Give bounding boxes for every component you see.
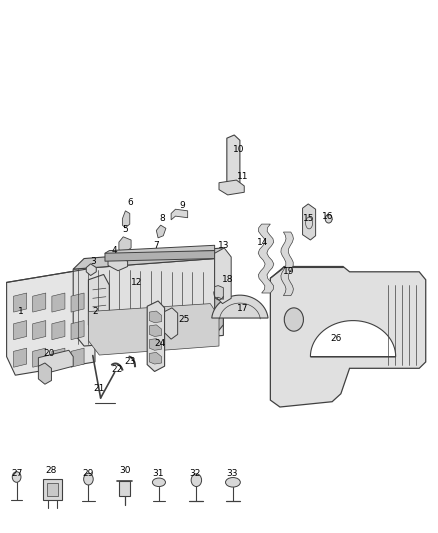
Polygon shape <box>311 321 396 357</box>
Polygon shape <box>270 266 426 407</box>
Polygon shape <box>147 301 165 372</box>
Polygon shape <box>73 248 223 269</box>
Polygon shape <box>105 245 215 256</box>
Polygon shape <box>7 269 95 375</box>
Text: 1: 1 <box>18 307 24 316</box>
Text: 33: 33 <box>226 469 238 478</box>
Polygon shape <box>119 237 131 253</box>
Polygon shape <box>215 248 231 304</box>
Polygon shape <box>73 259 223 346</box>
Polygon shape <box>33 293 46 312</box>
Text: 26: 26 <box>331 334 342 343</box>
Polygon shape <box>71 348 84 367</box>
Polygon shape <box>149 325 162 336</box>
Text: 2: 2 <box>92 307 98 316</box>
Polygon shape <box>122 211 130 228</box>
Polygon shape <box>33 348 46 367</box>
Polygon shape <box>71 293 84 312</box>
Text: 6: 6 <box>127 198 133 207</box>
Text: 24: 24 <box>155 339 166 348</box>
Text: 30: 30 <box>120 466 131 475</box>
Polygon shape <box>171 209 187 220</box>
Text: 12: 12 <box>131 278 142 287</box>
Polygon shape <box>149 338 162 350</box>
Bar <box>47 483 58 496</box>
Polygon shape <box>165 308 178 339</box>
Bar <box>43 479 62 500</box>
Ellipse shape <box>226 478 240 487</box>
Text: 18: 18 <box>222 275 233 284</box>
Polygon shape <box>52 320 65 340</box>
Text: 4: 4 <box>112 246 117 255</box>
Circle shape <box>325 215 332 223</box>
Polygon shape <box>212 295 268 318</box>
Text: 23: 23 <box>124 358 135 367</box>
Text: 8: 8 <box>159 214 165 223</box>
Text: 3: 3 <box>90 257 95 265</box>
Polygon shape <box>86 264 96 276</box>
Polygon shape <box>14 348 27 367</box>
Text: 22: 22 <box>111 366 122 374</box>
Polygon shape <box>71 320 84 340</box>
Text: 5: 5 <box>123 225 128 234</box>
Text: 15: 15 <box>303 214 314 223</box>
Polygon shape <box>219 180 244 195</box>
Polygon shape <box>156 225 166 238</box>
Circle shape <box>284 308 304 331</box>
Text: 20: 20 <box>43 350 55 359</box>
Polygon shape <box>215 259 223 335</box>
Polygon shape <box>14 293 27 312</box>
Circle shape <box>84 473 93 485</box>
Polygon shape <box>39 363 51 384</box>
Polygon shape <box>39 350 73 374</box>
Text: 10: 10 <box>233 146 244 155</box>
Polygon shape <box>52 293 65 312</box>
Polygon shape <box>215 286 223 300</box>
Polygon shape <box>281 232 293 296</box>
Text: 28: 28 <box>46 466 57 475</box>
Text: 14: 14 <box>257 238 268 247</box>
Text: 13: 13 <box>218 241 229 250</box>
Polygon shape <box>52 348 65 367</box>
Text: 7: 7 <box>153 241 159 250</box>
Polygon shape <box>227 135 240 187</box>
Text: 11: 11 <box>237 172 249 181</box>
Polygon shape <box>108 256 127 271</box>
Polygon shape <box>88 274 110 336</box>
Polygon shape <box>258 224 274 293</box>
Text: 9: 9 <box>179 201 185 210</box>
Circle shape <box>12 472 21 482</box>
Polygon shape <box>149 352 162 364</box>
Text: 25: 25 <box>179 315 190 324</box>
Text: 17: 17 <box>237 304 249 313</box>
Polygon shape <box>88 304 219 355</box>
Text: 27: 27 <box>11 469 22 478</box>
Polygon shape <box>33 320 46 340</box>
Bar <box>119 481 130 496</box>
Text: 31: 31 <box>152 469 164 478</box>
Ellipse shape <box>152 478 166 487</box>
Polygon shape <box>14 320 27 340</box>
Text: 16: 16 <box>322 212 334 221</box>
Polygon shape <box>149 311 162 322</box>
Text: 19: 19 <box>283 268 294 276</box>
Text: 29: 29 <box>83 469 94 478</box>
Polygon shape <box>303 204 316 240</box>
Text: 21: 21 <box>94 384 105 393</box>
Circle shape <box>191 474 201 487</box>
Text: 32: 32 <box>189 469 201 478</box>
Polygon shape <box>105 251 215 261</box>
